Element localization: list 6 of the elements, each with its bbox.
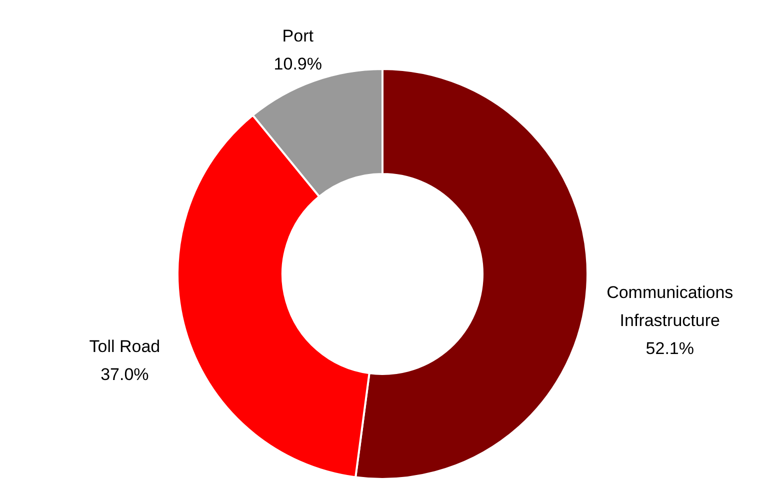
slice-label: Communications Infrastructure: [606, 282, 734, 330]
data-label: 10.9%: [274, 54, 322, 74]
data-label: 37.0%: [100, 365, 149, 384]
slice-label: Port: [282, 26, 314, 46]
data-label: 52.1%: [646, 338, 694, 358]
slice-label: Toll Road: [89, 337, 160, 356]
